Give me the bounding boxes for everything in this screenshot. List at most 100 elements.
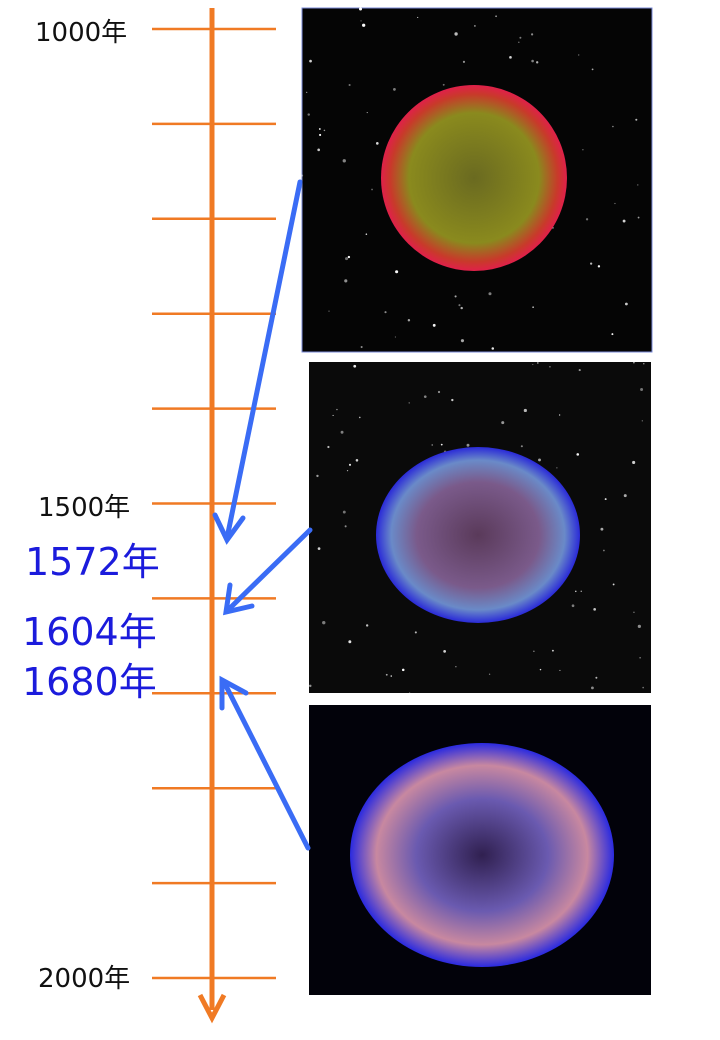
star [336,408,338,411]
star [362,23,366,27]
star [443,650,447,653]
star [520,445,523,448]
star [323,129,326,132]
star [556,467,558,469]
star [625,302,628,306]
star [577,54,580,56]
event-label: 1680年 [22,660,157,704]
star [466,443,470,447]
star [582,149,584,151]
star [622,219,626,223]
star [309,684,312,688]
star [342,510,346,514]
star [345,257,349,261]
star [531,59,534,63]
star [432,323,436,327]
star [417,16,419,19]
star [347,255,351,259]
star [355,459,359,462]
year-label: 1000年 [35,18,127,48]
star [300,174,304,177]
star [327,445,330,449]
star [576,453,580,456]
star [637,624,641,628]
star [632,460,636,465]
star [384,311,387,314]
star [590,262,593,265]
star [385,673,388,676]
star [409,692,411,694]
star [519,36,522,39]
star [462,60,466,63]
star [591,68,594,71]
arrowhead [222,582,255,616]
star [401,668,405,672]
star [455,666,457,668]
star [344,525,347,528]
remnant-image [350,743,614,967]
star [635,118,638,121]
star [532,364,534,366]
star [440,443,443,446]
star [614,202,616,205]
star [597,265,601,268]
star [346,469,349,472]
star [611,333,614,336]
star [501,421,505,425]
star [317,547,321,550]
star [538,458,541,462]
star [531,33,534,36]
star [633,611,635,613]
star [639,656,641,659]
star [575,590,577,593]
star [600,527,604,531]
star [641,420,643,422]
star [495,15,497,18]
star [460,339,465,343]
axis-arrowhead [197,993,227,1024]
star [316,474,319,478]
star [414,631,417,634]
star [474,25,476,27]
star [437,390,441,394]
star [322,620,326,625]
star [365,233,368,235]
star [533,650,535,653]
star [319,133,322,137]
star [328,310,330,312]
star [390,675,393,677]
star [585,218,589,221]
star [353,364,357,368]
star [340,430,344,434]
star [612,583,615,586]
star [604,498,607,501]
star [536,61,539,64]
star [637,184,639,186]
star [539,668,542,671]
remnant-image [376,447,580,623]
star [307,113,310,116]
star [332,414,334,417]
arrow [221,679,311,851]
star [580,590,582,592]
star [518,41,520,43]
star [348,463,352,466]
images [300,7,653,995]
star [612,125,614,128]
star [642,686,644,689]
star [394,336,396,338]
star [407,319,411,322]
star [578,369,581,372]
arrow [224,179,303,541]
star [317,148,320,152]
star [551,649,554,652]
star [454,295,457,298]
star [451,398,454,402]
star [371,188,373,191]
star [571,604,575,608]
star [348,640,352,644]
star [603,549,605,552]
star [454,32,458,36]
star [458,304,461,307]
